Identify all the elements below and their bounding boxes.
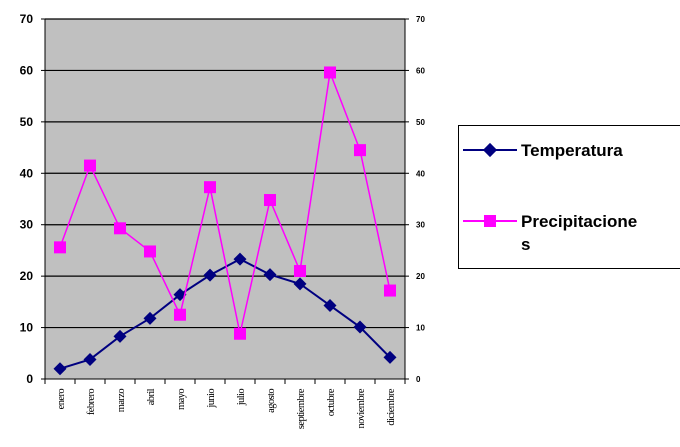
data-point-diamond	[353, 320, 367, 334]
y-tick-label-left: 50	[20, 115, 34, 129]
y-tick-label-right: 0	[416, 375, 421, 384]
diamond-marker-icon	[482, 142, 498, 158]
data-point-square	[144, 245, 156, 258]
series-line	[59, 258, 391, 370]
series-2	[54, 66, 396, 340]
y-tick-label-right: 40	[416, 169, 425, 178]
y-tick-label-right: 60	[416, 66, 425, 75]
data-point-diamond	[233, 252, 247, 266]
data-point-diamond	[323, 298, 337, 312]
data-point-diamond	[203, 268, 217, 282]
y-tick-label-left: 10	[20, 321, 34, 335]
x-tick-labels: enero febrero marzo abril mayo junio julio agos…	[56, 388, 397, 429]
y-tick-label-left: 20	[20, 269, 34, 283]
legend: Temperatura Precipitacione s	[458, 125, 680, 269]
y-tick-label-left: 70	[20, 12, 34, 26]
plot-area	[45, 19, 405, 379]
tick-marks	[41, 18, 409, 384]
legend-symbol-temperatura	[459, 140, 521, 160]
data-point-diamond	[293, 277, 307, 291]
data-point-square	[294, 265, 306, 277]
data-point-square	[84, 159, 96, 172]
x-tick-label: octubre	[326, 388, 337, 416]
series-line	[59, 69, 391, 334]
data-point-diamond	[113, 329, 127, 343]
data-point-square	[354, 144, 366, 157]
x-tick-label: abril	[146, 388, 157, 405]
y-tick-labels-right: 0 10 20 30 40 50 60 70	[416, 15, 425, 384]
data-point-square	[264, 194, 276, 207]
y-tick-label-right: 70	[416, 15, 425, 24]
x-tick-label: noviembre	[356, 388, 367, 428]
y-tick-label-left: 40	[20, 166, 34, 180]
x-tick-label: julio	[236, 389, 247, 407]
y-tick-labels-left: 0 10 20 30 40 50 60 70	[20, 12, 34, 386]
gridlines	[45, 18, 405, 329]
legend-label-precipitaciones-line2: s	[521, 235, 531, 254]
legend-item-temperatura: Temperatura	[459, 140, 623, 162]
x-tick-label: mayo	[176, 389, 187, 410]
y-tick-label-left: 60	[20, 63, 34, 77]
data-point-square	[234, 327, 246, 340]
x-tick-label: agosto	[266, 389, 277, 413]
legend-label-temperatura: Temperatura	[521, 141, 623, 160]
data-point-diamond	[263, 268, 277, 282]
data-point-square	[384, 284, 396, 297]
data-point-square	[174, 308, 186, 321]
data-point-diamond	[83, 352, 97, 366]
legend-label-precipitaciones-line1: Precipitacione	[521, 212, 638, 231]
x-tick-label: diciembre	[386, 388, 397, 426]
data-point-diamond	[143, 311, 157, 325]
series-layer	[53, 66, 397, 376]
x-tick-label: septiembre	[296, 388, 307, 429]
legend-item-precipitaciones: Precipitacione s	[459, 211, 637, 256]
y-tick-label-right: 30	[416, 221, 425, 230]
y-tick-label-right: 20	[416, 272, 425, 281]
data-point-square	[114, 222, 126, 235]
x-tick-label: enero	[56, 389, 67, 410]
series-1	[53, 252, 397, 376]
y-tick-label-right: 50	[416, 118, 425, 127]
y-tick-label-left: 30	[20, 218, 34, 232]
data-point-square	[204, 181, 216, 194]
data-point-square	[324, 66, 336, 79]
y-tick-label-right: 10	[416, 324, 425, 333]
x-tick-label: marzo	[116, 389, 127, 413]
data-point-diamond	[53, 362, 67, 376]
data-point-diamond	[383, 350, 397, 364]
data-point-square	[54, 241, 66, 254]
legend-symbol-precipitaciones	[459, 211, 521, 231]
x-tick-label: junio	[206, 389, 217, 409]
y-tick-label-left: 0	[26, 372, 33, 386]
x-tick-label: febrero	[86, 389, 97, 415]
square-marker-icon	[484, 215, 496, 227]
